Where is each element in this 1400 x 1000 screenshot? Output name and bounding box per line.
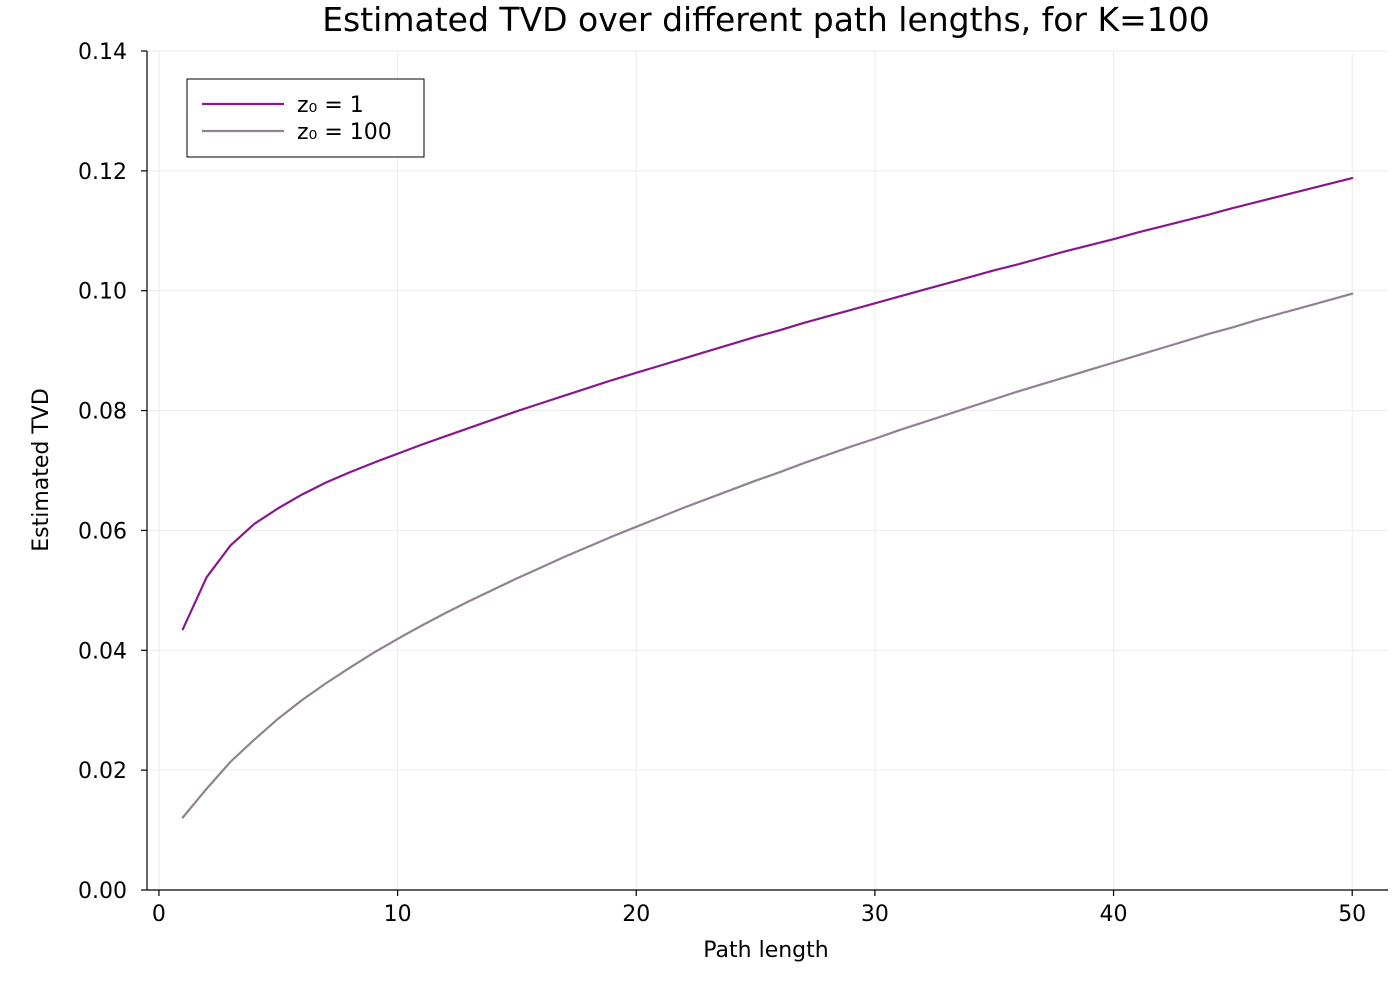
series-line-2: [181, 292, 1354, 819]
y-tick-label: 0.08: [78, 400, 127, 425]
legend: z₀ = 1z₀ = 100: [186, 78, 425, 158]
x-axis-label: Path length: [703, 938, 828, 963]
axes: 0.00 0.02 0.04 0.06 0.08 0.10 0.12 0.14 0 10 20 30 4…: [78, 40, 1388, 927]
chart-title: Estimated TVD over different path length…: [322, 0, 1210, 39]
y-tick-label: 0.06: [78, 519, 127, 544]
y-tick-label: 0.00: [78, 879, 127, 904]
x-tick-label: 0: [152, 902, 166, 927]
y-tick-label: 0.14: [78, 40, 127, 65]
legend-box: [186, 78, 425, 158]
x-tick-label: 30: [861, 902, 889, 927]
plot-series: [181, 176, 1354, 819]
y-tick-label: 0.10: [78, 280, 127, 305]
legend-label-1: z₀ = 1: [297, 93, 364, 118]
y-axis-label: Estimated TVD: [29, 388, 54, 552]
legend-label-2: z₀ = 100: [297, 120, 392, 145]
x-tick-label: 10: [384, 902, 412, 927]
y-tick-label: 0.04: [78, 639, 127, 664]
x-tick-label: 20: [622, 902, 650, 927]
grid: [147, 50, 1388, 891]
x-tick-label: 50: [1338, 902, 1366, 927]
y-tick-label: 0.02: [78, 759, 127, 784]
series-line-1: [181, 176, 1354, 631]
y-tick-label: 0.12: [78, 160, 127, 185]
x-tick-label: 40: [1100, 902, 1128, 927]
